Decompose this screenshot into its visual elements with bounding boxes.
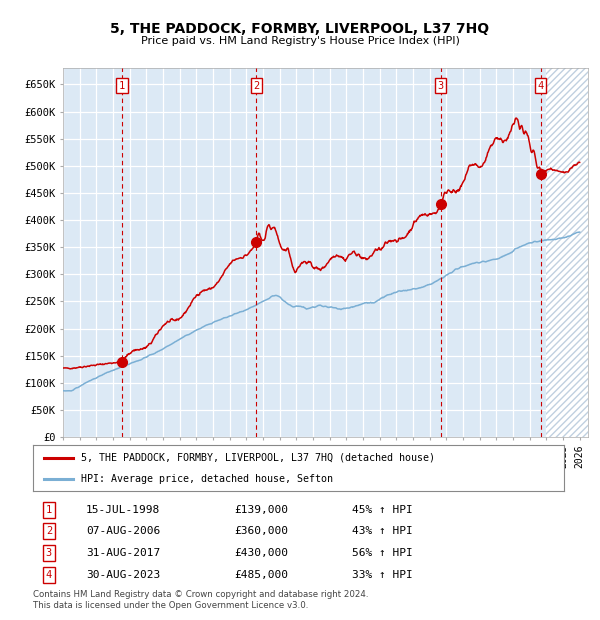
Text: HPI: Average price, detached house, Sefton: HPI: Average price, detached house, Seft…	[81, 474, 333, 484]
Text: £139,000: £139,000	[235, 505, 289, 515]
Text: £485,000: £485,000	[235, 570, 289, 580]
Text: 30-AUG-2023: 30-AUG-2023	[86, 570, 160, 580]
Text: 15-JUL-1998: 15-JUL-1998	[86, 505, 160, 515]
Text: 33% ↑ HPI: 33% ↑ HPI	[352, 570, 412, 580]
Text: 1: 1	[119, 81, 125, 91]
Text: 1: 1	[46, 505, 52, 515]
Text: £360,000: £360,000	[235, 526, 289, 536]
Text: 4: 4	[538, 81, 544, 91]
Text: 5, THE PADDOCK, FORMBY, LIVERPOOL, L37 7HQ: 5, THE PADDOCK, FORMBY, LIVERPOOL, L37 7…	[110, 22, 490, 36]
Text: 43% ↑ HPI: 43% ↑ HPI	[352, 526, 412, 536]
Text: 56% ↑ HPI: 56% ↑ HPI	[352, 548, 412, 558]
Text: Price paid vs. HM Land Registry's House Price Index (HPI): Price paid vs. HM Land Registry's House …	[140, 36, 460, 46]
Text: 3: 3	[46, 548, 52, 558]
Text: 07-AUG-2006: 07-AUG-2006	[86, 526, 160, 536]
Text: 45% ↑ HPI: 45% ↑ HPI	[352, 505, 412, 515]
Text: 2: 2	[46, 526, 52, 536]
Text: £430,000: £430,000	[235, 548, 289, 558]
Text: 4: 4	[46, 570, 52, 580]
Text: 31-AUG-2017: 31-AUG-2017	[86, 548, 160, 558]
Text: 3: 3	[437, 81, 444, 91]
Text: Contains HM Land Registry data © Crown copyright and database right 2024.
This d: Contains HM Land Registry data © Crown c…	[33, 590, 368, 609]
Text: 5, THE PADDOCK, FORMBY, LIVERPOOL, L37 7HQ (detached house): 5, THE PADDOCK, FORMBY, LIVERPOOL, L37 7…	[81, 453, 435, 463]
Text: 2: 2	[253, 81, 259, 91]
